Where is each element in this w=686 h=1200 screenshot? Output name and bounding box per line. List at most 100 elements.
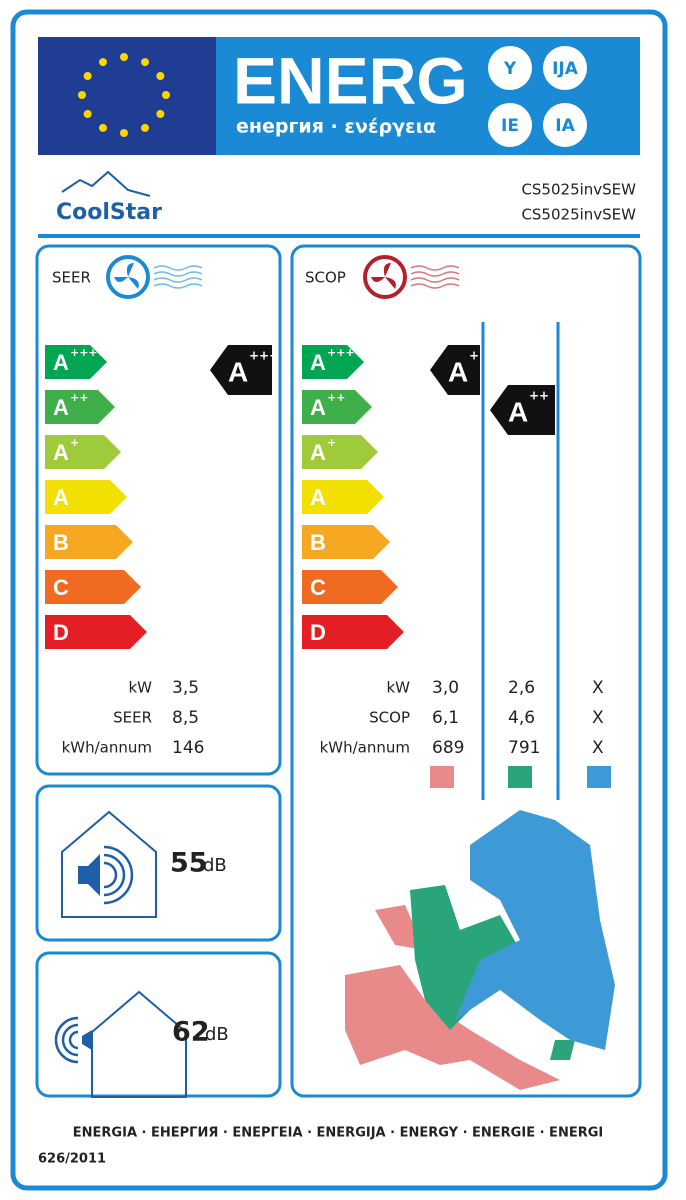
- energy-class-letter: A: [53, 350, 69, 375]
- sound-wave: [54, 1016, 79, 1064]
- fan-icon: [106, 255, 150, 299]
- energy-class-letter: B: [53, 530, 69, 555]
- flag-star: [141, 123, 149, 132]
- energy-class-arrow: [302, 615, 404, 649]
- flag-star: [162, 91, 170, 99]
- row-label: SEER: [113, 709, 152, 727]
- fan-icon: [363, 255, 407, 299]
- model-name: CS5025invSEW: [521, 181, 636, 199]
- suffix-circle: [488, 103, 532, 147]
- energy-class-letter: C: [310, 575, 326, 600]
- footer-languages: ENERGIA · ЕНЕРГИЯ · ΕΝΕΡΓΕΙΑ · ENERGIJA …: [73, 1126, 603, 1141]
- energy-class-arrow: [302, 570, 398, 604]
- map-cold: [455, 810, 615, 1050]
- row-label: kWh/annum: [320, 739, 410, 757]
- rating-plus: ++: [529, 389, 549, 403]
- rating-letter: A: [448, 356, 468, 387]
- rating-pointer: [210, 345, 272, 395]
- energy-class-letter: A: [53, 485, 69, 510]
- energy-class-arrow: [302, 435, 378, 469]
- row-value: X: [592, 678, 604, 698]
- row-value: X: [592, 738, 604, 758]
- sound-wave: [103, 861, 118, 889]
- panel-title: SEER: [52, 269, 91, 287]
- rating-letter: A: [508, 396, 528, 427]
- header-subtitle: енергия · ενέργεια: [236, 116, 436, 138]
- suffix-circle: [488, 46, 532, 90]
- energy-class-plus: +: [70, 436, 79, 449]
- flag-star: [78, 91, 86, 99]
- energy-class-arrow: [45, 435, 121, 469]
- row-value: 3,0: [432, 678, 459, 698]
- row-value: 3,5: [172, 678, 199, 698]
- energy-class-plus: +++: [327, 346, 355, 359]
- row-value: 689: [432, 738, 464, 758]
- air-wave: [153, 283, 203, 289]
- energy-class-plus: ++: [70, 391, 88, 404]
- sound-wave: [61, 1023, 79, 1057]
- rating-letter: A: [228, 356, 248, 387]
- row-value: 146: [172, 738, 204, 758]
- energy-class-arrow: [45, 525, 133, 559]
- energy-class-plus: +: [327, 436, 336, 449]
- rating-plus: +++: [249, 349, 279, 363]
- energy-class-arrow: [45, 345, 107, 379]
- fan-blades: [371, 263, 396, 289]
- energy-class-arrow: [45, 480, 127, 514]
- flag-star: [120, 129, 128, 137]
- energy-class-letter: C: [53, 575, 69, 600]
- energy-class-arrow: [45, 570, 141, 604]
- air-wave: [153, 277, 203, 283]
- row-label: SCOP: [369, 709, 410, 727]
- sound-wave: [68, 1030, 79, 1050]
- fan-blades: [114, 263, 139, 289]
- energy-class-letter: A: [310, 485, 326, 510]
- flag-star: [120, 53, 128, 61]
- row-label: kWh/annum: [62, 739, 152, 757]
- flag-star: [99, 58, 107, 67]
- sound-wave: [103, 853, 126, 897]
- row-value: 8,5: [172, 708, 199, 728]
- logo-mountain: [61, 170, 151, 197]
- frame: [10, 9, 668, 1191]
- panel: [35, 244, 282, 776]
- air-wave: [153, 265, 203, 271]
- house-icon: [91, 990, 187, 1098]
- row-value: 6,1: [432, 708, 459, 728]
- energy-class-letter: A: [310, 440, 326, 465]
- energy-class-arrow: [302, 525, 390, 559]
- air-wave: [410, 271, 460, 277]
- flag-star: [156, 110, 165, 118]
- flag-star: [83, 110, 92, 118]
- noise-unit: dB: [203, 855, 227, 876]
- speaker-icon: [82, 1030, 92, 1050]
- noise-value: 55: [170, 848, 208, 879]
- row-value: 791: [508, 738, 540, 758]
- energy-class-letter: D: [53, 620, 69, 645]
- suffix-circle: [543, 103, 587, 147]
- energy-class-letter: A: [310, 350, 326, 375]
- row-label: kW: [386, 679, 410, 697]
- noise-value: 62: [172, 1017, 210, 1048]
- flag-star: [99, 123, 107, 132]
- energy-class-arrow: [302, 345, 364, 379]
- noise-unit: dB: [205, 1024, 229, 1045]
- row-value: X: [592, 708, 604, 728]
- flag-star: [156, 72, 165, 80]
- suffix-circle: [543, 46, 587, 90]
- air-wave: [153, 271, 203, 277]
- energy-class-arrow: [302, 480, 384, 514]
- row-value: 2,6: [508, 678, 535, 698]
- rating-pointer: [430, 345, 480, 395]
- house-icon: [61, 810, 157, 918]
- panel: [35, 784, 282, 942]
- map-warm: [345, 905, 560, 1090]
- air-wave: [410, 277, 460, 283]
- energy-class-arrow: [302, 390, 372, 424]
- air-wave: [410, 283, 460, 289]
- footer-regulation: 626/2011: [38, 1152, 106, 1167]
- suffix-label: IA: [555, 116, 575, 136]
- row-label: kW: [128, 679, 152, 697]
